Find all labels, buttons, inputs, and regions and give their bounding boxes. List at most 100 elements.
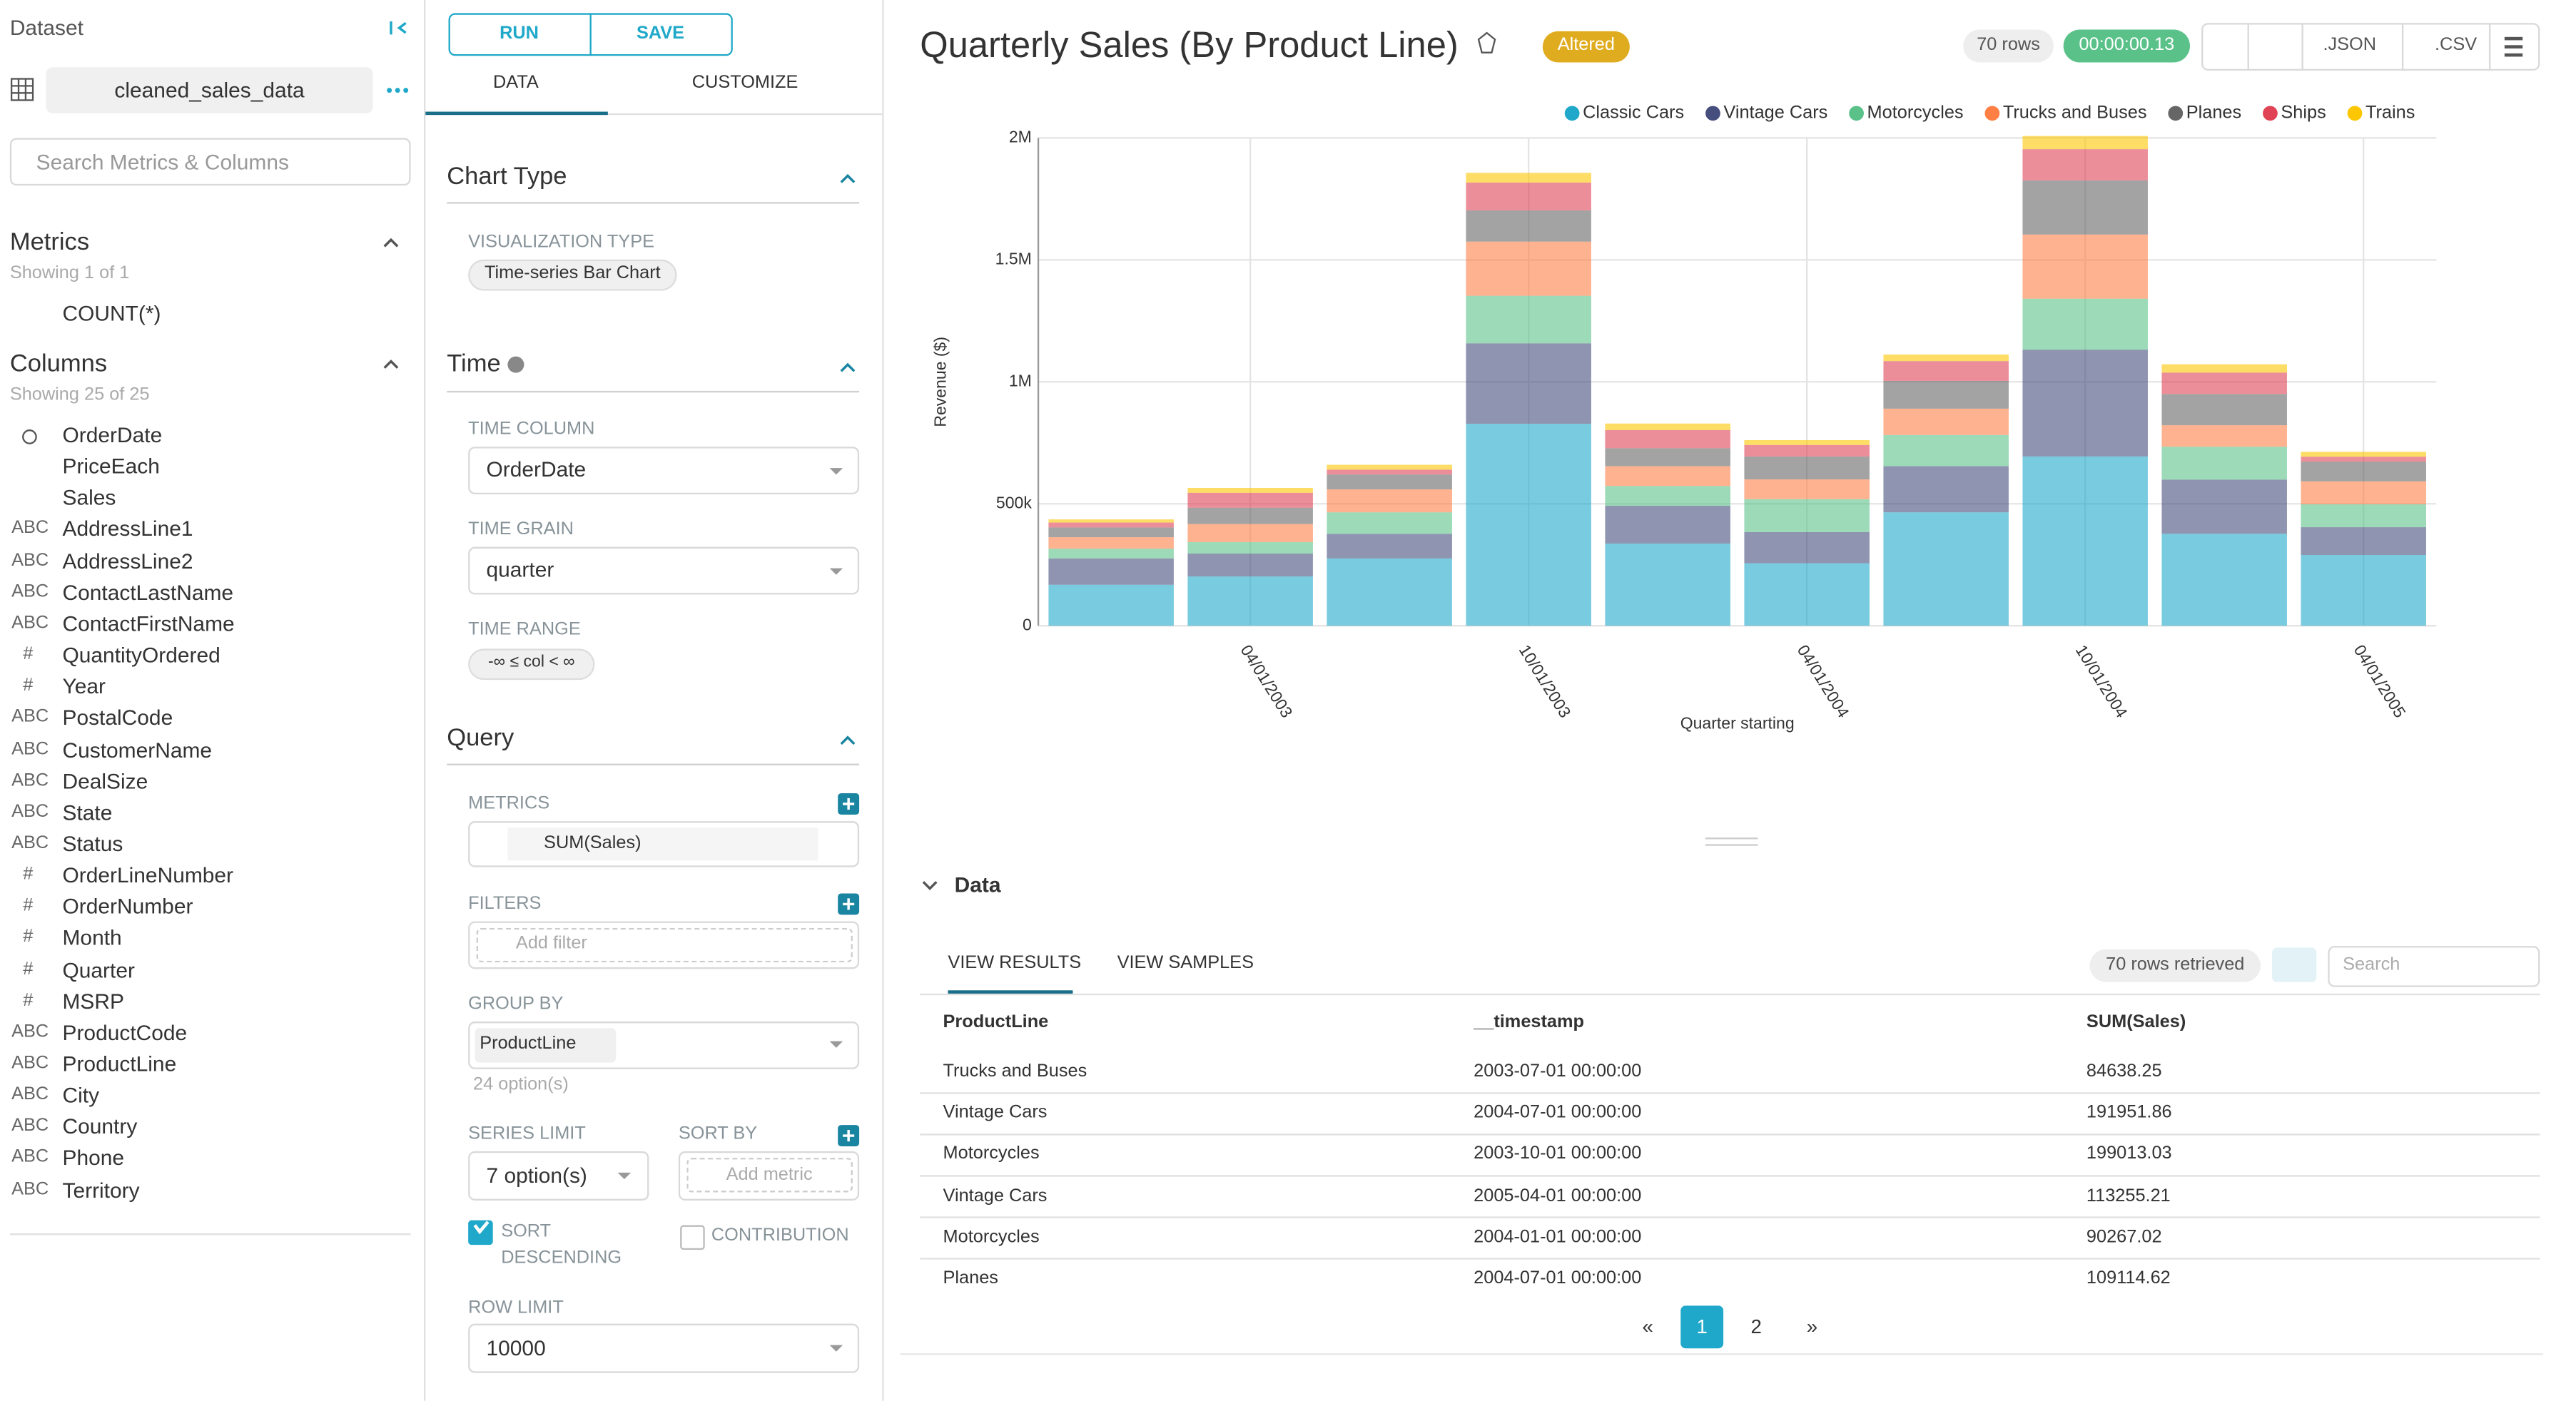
column-type: ABC bbox=[11, 770, 49, 790]
y-tick-label: 500k bbox=[996, 493, 1032, 511]
pane-border bbox=[900, 1353, 2543, 1355]
column-header: __timestamp bbox=[1474, 1012, 1585, 1032]
pagination: « bbox=[1642, 1315, 1653, 1338]
bar-segment bbox=[1744, 499, 1870, 532]
bar-segment bbox=[1605, 448, 1730, 467]
time-range-pill[interactable] bbox=[468, 648, 595, 681]
row-count: 70 rows bbox=[1977, 35, 2040, 55]
altered-badge[interactable] bbox=[1542, 31, 1630, 63]
x-tick-label: 04/01/2003 bbox=[1237, 641, 1297, 720]
column-type: # bbox=[23, 676, 34, 696]
bar-segment bbox=[1883, 408, 2009, 435]
y-tick-label: 0 bbox=[1023, 615, 1032, 633]
column-name: Territory bbox=[62, 1177, 140, 1202]
table-cell: 84638.25 bbox=[2086, 1061, 2162, 1081]
save-label: SAVE bbox=[636, 24, 685, 44]
bar-segment bbox=[1187, 541, 1313, 554]
add-metric[interactable] bbox=[686, 1158, 853, 1193]
bar-segment bbox=[1327, 489, 1452, 513]
dataset-box[interactable] bbox=[46, 67, 373, 113]
time-grain-select[interactable] bbox=[468, 546, 860, 595]
bar-segment bbox=[1744, 479, 1870, 499]
bar-segment bbox=[1327, 474, 1452, 490]
run-button[interactable] bbox=[448, 13, 592, 56]
legend-marker bbox=[2263, 106, 2278, 121]
table-cell: Vintage Cars bbox=[943, 1186, 1048, 1206]
bar-segment bbox=[1187, 553, 1313, 577]
save-button[interactable] bbox=[589, 13, 733, 56]
checkbox-label: CONTRIBUTION bbox=[711, 1226, 849, 1246]
bar-segment bbox=[2161, 479, 2287, 534]
column-type: ABC bbox=[11, 550, 49, 570]
bar-segment bbox=[2161, 447, 2287, 480]
column-type: ABC bbox=[11, 801, 49, 822]
legend-marker bbox=[2168, 106, 2184, 121]
group-by-value: ProductLine bbox=[480, 1034, 577, 1054]
section-heading: Query bbox=[447, 724, 514, 753]
separator bbox=[9, 1233, 411, 1236]
x-tick-label: 10/01/2003 bbox=[1516, 641, 1575, 720]
time-column-select[interactable] bbox=[468, 447, 860, 494]
plus-icons bbox=[843, 798, 855, 1142]
viz-type-pill[interactable] bbox=[468, 259, 677, 291]
select-value: 7 option(s) bbox=[486, 1163, 587, 1188]
metric-chip[interactable] bbox=[507, 827, 818, 861]
placeholder: Add filter bbox=[515, 933, 587, 954]
series-limit-select[interactable] bbox=[468, 1151, 649, 1201]
pagination: 1 bbox=[1696, 1315, 1708, 1338]
column-type: # bbox=[23, 927, 34, 947]
link-button[interactable] bbox=[2201, 23, 2249, 71]
column-name: QuantityOrdered bbox=[62, 642, 220, 668]
column-type: ABC bbox=[11, 1116, 49, 1136]
legend-label: Planes bbox=[2186, 103, 2241, 123]
resize-handle[interactable] bbox=[1705, 837, 1758, 840]
tab: DATA bbox=[493, 73, 539, 93]
bar-segment bbox=[1605, 486, 1730, 506]
bar-segment bbox=[1187, 524, 1313, 542]
json-button[interactable] bbox=[2301, 23, 2404, 71]
search-input[interactable] bbox=[9, 138, 411, 186]
row-limit-select[interactable] bbox=[468, 1323, 860, 1373]
legend-marker bbox=[1849, 106, 1864, 121]
bar-segment bbox=[2022, 350, 2148, 457]
bar-segment bbox=[1327, 469, 1452, 475]
tab-border bbox=[920, 993, 2540, 996]
table-search[interactable] bbox=[2328, 946, 2540, 987]
column-name: Quarter bbox=[62, 957, 135, 982]
column-name: MSRP bbox=[62, 988, 124, 1014]
resize-handle[interactable] bbox=[1705, 844, 1758, 846]
rows-retrieved-pill bbox=[2089, 949, 2261, 982]
column-name: AddressLine2 bbox=[62, 548, 193, 574]
panel-title: Dataset bbox=[9, 15, 83, 40]
section-line bbox=[447, 390, 860, 393]
table-cell: Motorcycles bbox=[943, 1227, 1040, 1247]
table-cell: 2003-10-01 00:00:00 bbox=[1474, 1144, 1642, 1164]
page-1-button[interactable] bbox=[1680, 1305, 1724, 1349]
group-by-tag[interactable] bbox=[475, 1028, 617, 1063]
bar-segment bbox=[1883, 466, 2009, 513]
chevrons bbox=[383, 21, 938, 1235]
placeholder: Add metric bbox=[726, 1165, 813, 1185]
count-label: Showing 1 of 1 bbox=[9, 263, 130, 283]
embed-button[interactable] bbox=[2247, 23, 2303, 71]
bar-segment bbox=[2301, 457, 2426, 462]
table-cell: 2004-07-01 00:00:00 bbox=[1474, 1103, 1642, 1123]
more-dots[interactable] bbox=[387, 88, 409, 93]
legend-marker bbox=[1564, 106, 1580, 121]
legend-label: Trucks and Buses bbox=[2003, 103, 2147, 123]
table-cell: 2003-07-01 00:00:00 bbox=[1474, 1061, 1642, 1081]
hint: 24 option(s) bbox=[473, 1074, 569, 1095]
add-filter[interactable] bbox=[476, 927, 853, 963]
copy-button[interactable] bbox=[2272, 947, 2317, 982]
active-tab-underline bbox=[948, 990, 1073, 994]
column-header: SUM(Sales) bbox=[2086, 1012, 2186, 1032]
tab: VIEW RESULTS bbox=[948, 953, 1082, 973]
pagination: » bbox=[1806, 1315, 1818, 1338]
x-tick-label: 10/01/2004 bbox=[2072, 641, 2131, 721]
table-cell: Planes bbox=[943, 1268, 998, 1288]
x-tick-label: 04/01/2005 bbox=[2351, 641, 2410, 720]
column-type: ABC bbox=[11, 833, 49, 853]
bar-segment bbox=[1048, 522, 1174, 528]
checkbox[interactable] bbox=[680, 1225, 705, 1250]
